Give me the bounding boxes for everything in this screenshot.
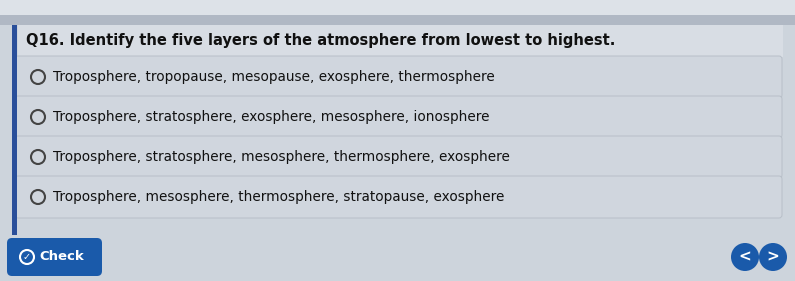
FancyBboxPatch shape — [15, 176, 782, 218]
Circle shape — [20, 250, 34, 264]
FancyBboxPatch shape — [15, 136, 782, 178]
Text: Check: Check — [40, 250, 84, 264]
Text: Troposphere, stratosphere, exosphere, mesosphere, ionosphere: Troposphere, stratosphere, exosphere, me… — [53, 110, 490, 124]
FancyBboxPatch shape — [15, 96, 782, 138]
Text: Q16. Identify the five layers of the atmosphere from lowest to highest.: Q16. Identify the five layers of the atm… — [26, 33, 615, 49]
FancyBboxPatch shape — [0, 0, 795, 15]
FancyBboxPatch shape — [15, 56, 782, 98]
Text: >: > — [766, 250, 779, 264]
Text: ✓: ✓ — [23, 252, 31, 262]
Text: Troposphere, stratosphere, mesosphere, thermosphere, exosphere: Troposphere, stratosphere, mesosphere, t… — [53, 150, 510, 164]
FancyBboxPatch shape — [18, 25, 783, 57]
Circle shape — [759, 243, 787, 271]
Text: Troposphere, mesosphere, thermosphere, stratopause, exosphere: Troposphere, mesosphere, thermosphere, s… — [53, 190, 504, 204]
FancyBboxPatch shape — [0, 15, 795, 25]
FancyBboxPatch shape — [7, 238, 102, 276]
Text: Troposphere, tropopause, mesopause, exosphere, thermosphere: Troposphere, tropopause, mesopause, exos… — [53, 70, 494, 84]
FancyBboxPatch shape — [12, 25, 17, 235]
Text: <: < — [739, 250, 751, 264]
Circle shape — [731, 243, 759, 271]
